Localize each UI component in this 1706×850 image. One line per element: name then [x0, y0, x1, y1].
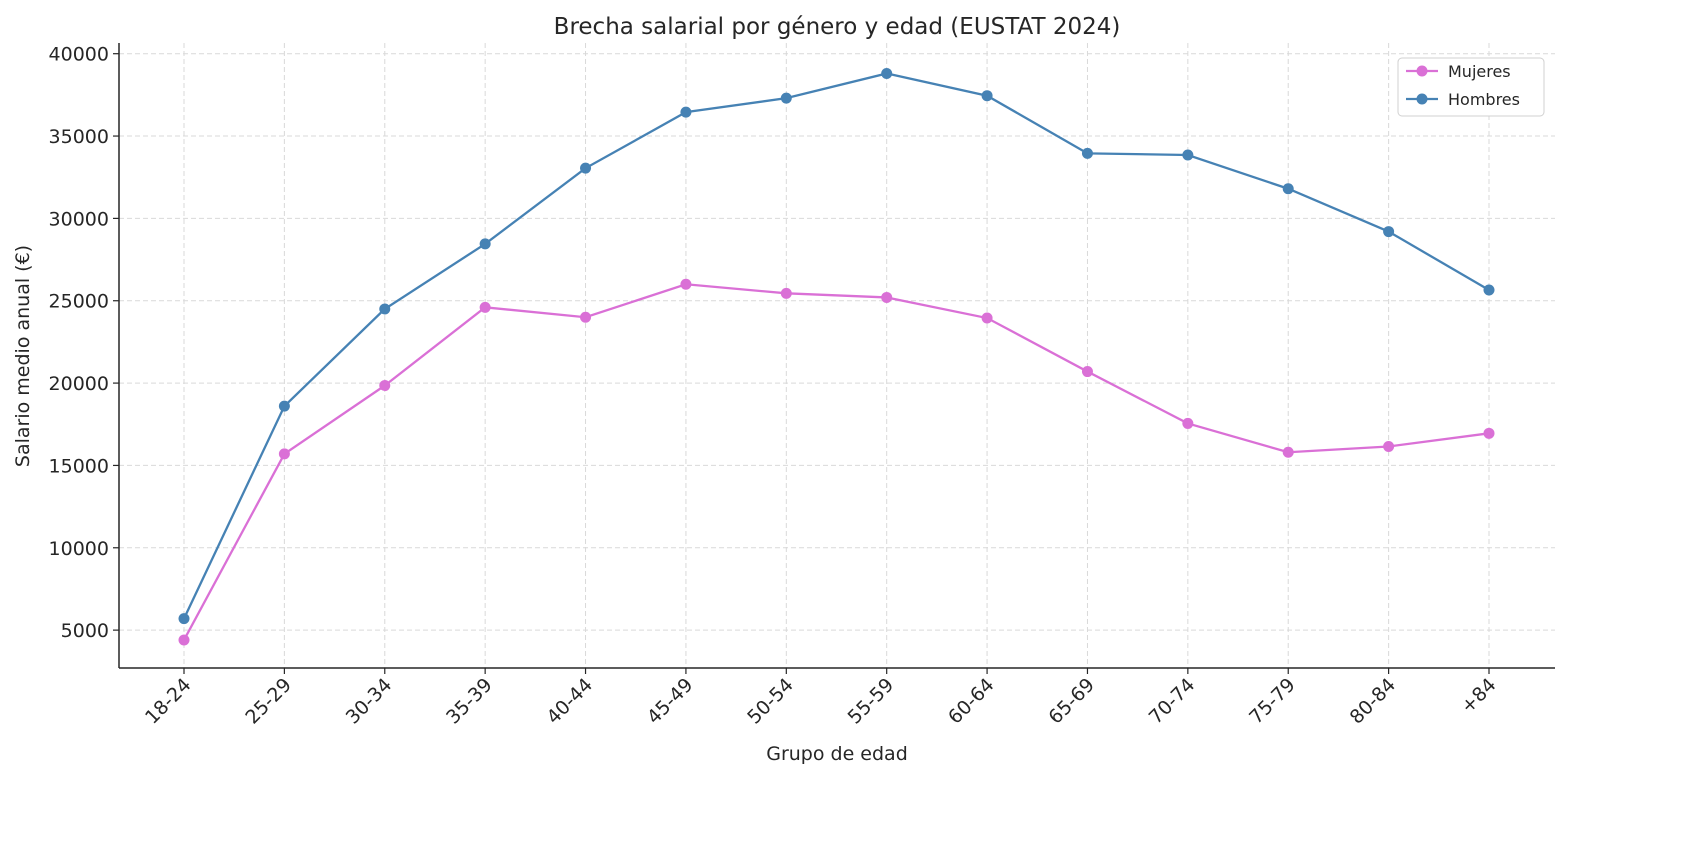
y-tick-label: 5000 — [61, 620, 109, 642]
x-tick-label: 65-69 — [1044, 674, 1099, 729]
data-point — [379, 380, 391, 392]
data-point — [479, 238, 491, 250]
data-point — [278, 448, 290, 460]
x-tick-label: 70-74 — [1145, 674, 1200, 729]
series-hombres — [178, 67, 1495, 625]
data-point — [379, 303, 391, 315]
legend-frame — [1397, 57, 1545, 117]
x-axis: 18-24 25-29 30-34 35-39 40-44 45-49 50-54 55-59… — [119, 667, 1555, 729]
series-line — [182, 72, 1490, 620]
data-point — [580, 162, 592, 174]
data-point — [1182, 417, 1194, 429]
y-tick-label: 30000 — [49, 208, 109, 230]
data-point — [278, 400, 290, 412]
data-point — [881, 67, 893, 79]
series-group — [178, 67, 1495, 646]
data-point — [680, 106, 692, 118]
x-tick-label: 40-44 — [542, 674, 597, 729]
x-tick-label: 35-39 — [442, 674, 497, 729]
data-point — [981, 312, 993, 324]
x-tick-label: 75-79 — [1245, 674, 1300, 729]
legend-label: Mujeres — [1448, 62, 1511, 81]
x-tick-label: 50-54 — [743, 674, 798, 729]
y-axis: 5000 10000 15000 20000 25000 30000 35000 40000 — [49, 43, 120, 668]
y-tick-label: 25000 — [49, 291, 109, 313]
legend: Mujeres Hombres — [1397, 57, 1545, 117]
x-tick-label: 30-34 — [342, 674, 397, 729]
x-tick-label: 80-84 — [1346, 674, 1401, 729]
data-point — [1081, 366, 1093, 378]
series-mujeres — [178, 278, 1495, 646]
legend-marker — [1416, 65, 1428, 77]
data-point — [780, 287, 792, 299]
x-tick-label: +84 — [1457, 674, 1501, 718]
data-point — [178, 634, 190, 646]
x-axis-label: Grupo de edad — [766, 743, 908, 765]
x-tick-label: 60-64 — [944, 674, 999, 729]
data-point — [1383, 226, 1395, 238]
data-point — [1081, 147, 1093, 159]
x-tick-label: 45-49 — [643, 674, 698, 729]
y-axis-label: Salario medio anual (€) — [12, 245, 34, 467]
legend-marker — [1416, 93, 1428, 105]
data-point — [780, 92, 792, 104]
series-line — [182, 283, 1490, 641]
y-tick-label: 35000 — [49, 126, 109, 148]
x-tick-label: 55-59 — [844, 674, 899, 729]
y-tick-label: 20000 — [49, 373, 109, 395]
data-point — [981, 90, 993, 102]
data-point — [1483, 284, 1495, 296]
data-point — [178, 613, 190, 625]
x-tick-label: 25-29 — [241, 674, 296, 729]
grid — [119, 43, 1555, 668]
data-point — [580, 311, 592, 323]
y-tick-label: 10000 — [49, 538, 109, 560]
y-tick-label: 15000 — [49, 455, 109, 477]
data-point — [1282, 446, 1294, 458]
y-tick-label: 40000 — [49, 44, 109, 66]
data-point — [1182, 149, 1194, 161]
data-point — [1483, 427, 1495, 439]
chart-title: Brecha salarial por género y edad (EUSTA… — [554, 14, 1121, 40]
data-point — [479, 301, 491, 313]
data-point — [1282, 183, 1294, 195]
data-point — [680, 278, 692, 290]
legend-label: Hombres — [1448, 90, 1520, 109]
data-point — [881, 291, 893, 303]
x-tick-label: 18-24 — [141, 674, 196, 729]
data-point — [1383, 440, 1395, 452]
